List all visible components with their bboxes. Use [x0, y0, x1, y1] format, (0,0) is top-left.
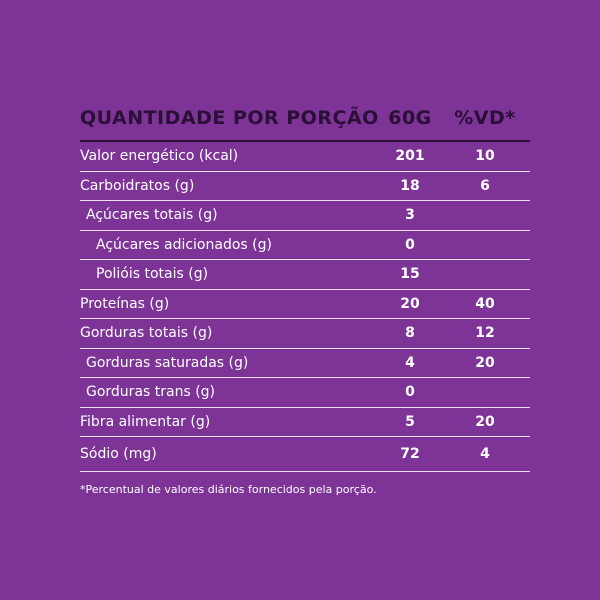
table-row: Gorduras totais (g) 8 12 [80, 319, 530, 349]
row-label: Açúcares adicionados (g) [96, 236, 272, 253]
nutrition-table: QUANTIDADE POR PORÇÃO 60g %VD* Valor ene… [80, 96, 530, 472]
table-row: Polióis totais (g) 15 [80, 260, 530, 290]
row-label: Açúcares totais (g) [86, 207, 218, 224]
row-label: Polióis totais (g) [96, 266, 209, 283]
row-label: Gorduras totais (g) [80, 325, 213, 342]
header-daily-value: %VD* [454, 107, 516, 129]
header-serving-label: QUANTIDADE POR PORÇÃO [80, 107, 379, 129]
row-daily-value: 20 [475, 354, 495, 371]
table-row: Açúcares adicionados (g) 0 [80, 231, 530, 260]
row-label: Valor energético (kcal) [80, 148, 239, 165]
row-amount: 5 [405, 413, 415, 430]
table-row: Carboidratos (g) 18 6 [80, 172, 530, 201]
header-amount: 60g [388, 107, 432, 129]
footnote: *Percentual de valores diários fornecido… [80, 483, 377, 496]
table-row: Açúcares totais (g) 3 [80, 201, 530, 231]
row-amount: 0 [405, 236, 415, 253]
row-amount: 8 [405, 325, 415, 342]
row-daily-value: 4 [480, 446, 490, 462]
row-label: Proteínas (g) [80, 295, 170, 312]
row-daily-value: 40 [475, 295, 495, 312]
table-row: Valor energético (kcal) 201 10 [80, 142, 530, 172]
table-row: Gorduras saturadas (g) 4 20 [80, 349, 530, 378]
table-row: Gorduras trans (g) 0 [80, 378, 530, 408]
row-amount: 0 [405, 384, 415, 401]
row-amount: 4 [405, 354, 415, 371]
row-label: Gorduras trans (g) [86, 384, 216, 401]
row-amount: 3 [405, 207, 415, 224]
row-daily-value: 20 [475, 413, 495, 430]
row-amount: 72 [400, 446, 420, 462]
table-header: QUANTIDADE POR PORÇÃO 60g %VD* [80, 96, 530, 142]
row-label: Fibra alimentar (g) [80, 413, 211, 430]
row-daily-value: 6 [480, 177, 490, 194]
row-label: Gorduras saturadas (g) [86, 354, 249, 371]
row-label: Carboidratos (g) [80, 177, 195, 194]
row-daily-value: 12 [475, 325, 495, 342]
row-label: Sódio (mg) [80, 446, 157, 462]
row-daily-value: 10 [475, 148, 495, 165]
row-amount: 20 [400, 295, 420, 312]
row-amount: 15 [400, 266, 420, 283]
row-amount: 18 [400, 177, 420, 194]
table-row: Proteínas (g) 20 40 [80, 290, 530, 319]
table-row: Sódio (mg) 72 4 [80, 437, 530, 472]
table-row: Fibra alimentar (g) 5 20 [80, 408, 530, 437]
row-amount: 201 [395, 148, 425, 165]
